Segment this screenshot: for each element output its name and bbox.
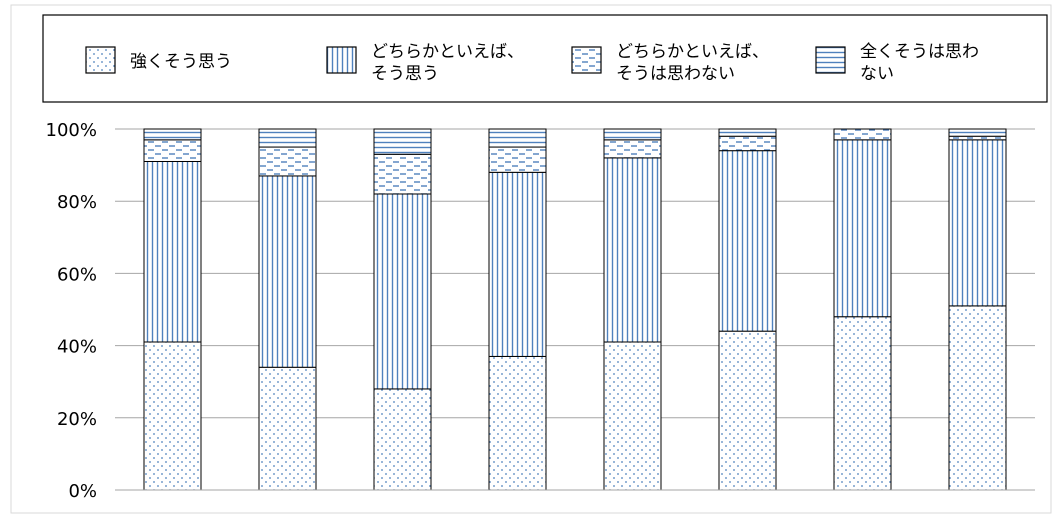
bar-segment	[948, 139, 1007, 307]
bar-segment	[258, 366, 317, 491]
bar-segment	[718, 128, 777, 137]
bar-segment	[948, 128, 1007, 137]
legend-swatch	[85, 46, 116, 74]
y-tick-label: 0%	[68, 481, 97, 502]
legend-label: どちらかといえば、そう思う	[371, 42, 524, 84]
y-tick-label: 80%	[57, 192, 97, 213]
bar-segment	[948, 305, 1007, 491]
bar-segment	[488, 146, 547, 173]
y-axis-tick-labels: 0% 20% 40% 60% 80% 100%	[46, 120, 97, 502]
bar-segment	[718, 330, 777, 491]
bars	[143, 128, 1007, 491]
y-tick-label: 100%	[46, 120, 97, 141]
bar-segment	[143, 139, 202, 162]
y-tick-label: 40%	[57, 337, 97, 358]
bar-segment	[373, 128, 432, 155]
legend-swatch	[571, 46, 602, 74]
bar-segment	[833, 139, 892, 318]
bar-segment	[718, 135, 777, 152]
bar-segment	[603, 157, 662, 343]
legend-label: どちらかといえば、そうは思わない	[616, 42, 769, 84]
bar-segment	[603, 139, 662, 159]
bar-segment	[143, 160, 202, 343]
legend-box	[42, 14, 1048, 103]
bar-segment	[603, 341, 662, 491]
bar-segment	[488, 171, 547, 357]
legend-swatch	[326, 46, 357, 74]
bar-segment	[833, 128, 892, 141]
bar-segment	[718, 150, 777, 332]
bar-segment	[143, 341, 202, 491]
legend-item: 強くそう思う	[85, 46, 232, 74]
legend-swatch	[815, 46, 846, 74]
bar-segment	[833, 316, 892, 491]
bar-segment	[488, 355, 547, 491]
y-tick-label: 20%	[57, 409, 97, 430]
legend-label: 強くそう思う	[130, 52, 232, 72]
legend-item: どちらかといえば、そうは思わない	[571, 42, 769, 84]
bar-segment	[143, 128, 202, 141]
bar-segment	[488, 128, 547, 148]
bar-segment	[258, 128, 317, 148]
legend-label: 全くそうは思わない	[860, 42, 979, 84]
bar-segment	[258, 175, 317, 368]
bar-segment	[373, 153, 432, 195]
bar-segment	[603, 128, 662, 141]
bar-segment	[373, 388, 432, 491]
legend-item: 全くそうは思わない	[815, 42, 979, 84]
legend-item: どちらかといえば、そう思う	[326, 42, 524, 84]
bar-segment	[258, 146, 317, 177]
legend: 強くそう思う どちらかといえば、そう思う どちらかといえば、そうは思わない 全くそうは…	[85, 42, 979, 84]
bar-segment	[373, 193, 432, 390]
bar-segment	[948, 135, 1007, 141]
y-tick-label: 60%	[57, 264, 97, 285]
